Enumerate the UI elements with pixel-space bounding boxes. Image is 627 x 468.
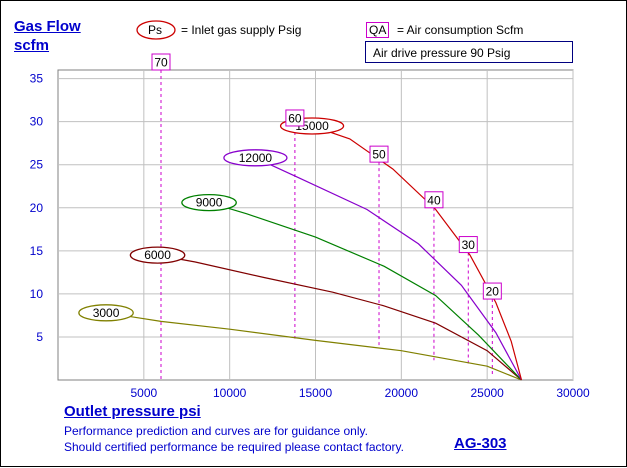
y-tick-label: 25 xyxy=(30,158,44,172)
disclaimer-line2: Should certified performance be required… xyxy=(64,440,404,454)
ps-label-text: 3000 xyxy=(93,306,120,320)
series-line xyxy=(311,125,523,381)
model-code: AG-303 xyxy=(454,435,507,452)
y-tick-label: 20 xyxy=(30,201,44,215)
y-tick-label: 15 xyxy=(30,244,44,258)
qa-label-text: 50 xyxy=(372,148,386,162)
qa-label-text: 70 xyxy=(154,56,168,70)
x-axis-title: Outlet pressure psi xyxy=(64,403,201,420)
series-line xyxy=(255,157,523,381)
x-tick-label: 25000 xyxy=(470,386,504,400)
y-axis-title-line2: scfm xyxy=(14,37,50,54)
qa-legend-text: = Air consumption Scfm xyxy=(397,23,524,37)
qa-label-text: 20 xyxy=(486,285,500,299)
ps-label-ellipse xyxy=(181,193,237,212)
y-tick-label: 30 xyxy=(30,115,44,129)
x-tick-label: 30000 xyxy=(556,386,590,400)
ps-legend-symbol: Ps xyxy=(148,23,163,37)
y-tick-label: 35 xyxy=(30,72,44,86)
x-tick-label: 15000 xyxy=(299,386,333,400)
x-tick-label: 20000 xyxy=(385,386,419,400)
series-line xyxy=(208,202,522,381)
ps-label-ellipse xyxy=(129,246,186,264)
qa-label-box xyxy=(458,236,478,254)
disclaimer-line1: Performance prediction and curves are fo… xyxy=(64,424,368,438)
x-tick-label: 5000 xyxy=(130,386,157,400)
qa-legend-box: QA xyxy=(366,22,390,38)
ps-label-text: 12000 xyxy=(239,151,273,165)
qa-label-box xyxy=(424,191,444,209)
y-tick-label: 5 xyxy=(36,330,43,344)
ps-label-text: 9000 xyxy=(196,196,223,210)
ps-legend-text: = Inlet gas supply Psig xyxy=(181,23,302,37)
qa-label-box xyxy=(285,109,305,127)
ps-label-text: 6000 xyxy=(144,248,171,262)
qa-label-box xyxy=(151,53,171,71)
ps-label-ellipse xyxy=(78,304,134,322)
ps-label-ellipse xyxy=(223,149,288,167)
ps-legend-ellipse xyxy=(136,20,176,40)
series-line xyxy=(157,254,522,381)
qa-label-box xyxy=(482,282,502,300)
qa-label-text: 60 xyxy=(288,111,302,125)
qa-label-box xyxy=(369,145,389,163)
x-tick-label: 10000 xyxy=(213,386,247,400)
qa-label-text: 30 xyxy=(462,238,476,252)
y-axis-title-line1: Gas Flow xyxy=(14,18,81,35)
series-line xyxy=(106,312,522,381)
qa-label-text: 40 xyxy=(427,193,441,207)
y-tick-label: 10 xyxy=(30,287,44,301)
air-drive-pressure-box: Air drive pressure 90 Psig xyxy=(365,41,573,63)
